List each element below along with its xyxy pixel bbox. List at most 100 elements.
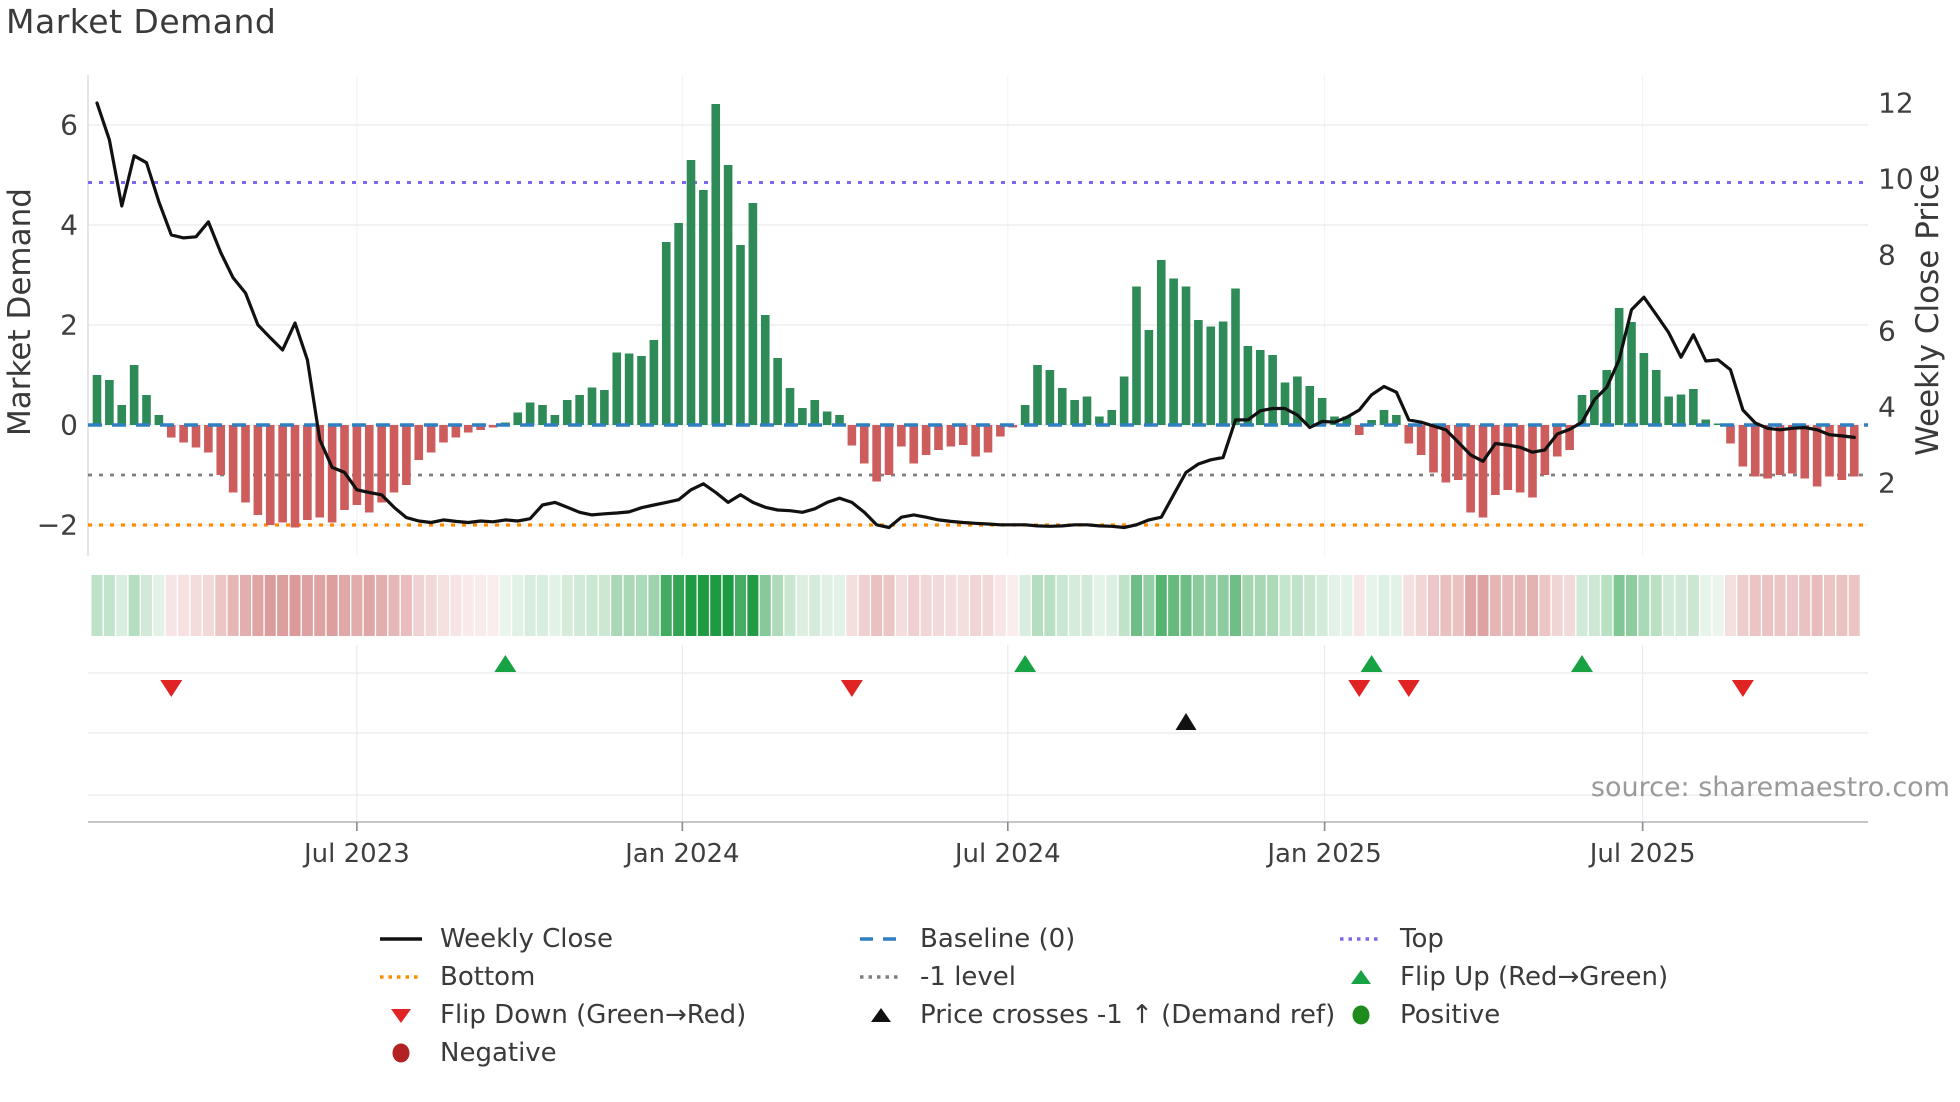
legend-column-2: Baseline (0) -1 level Price crosses -1 ↑…	[858, 920, 1335, 1034]
demand-bar	[575, 395, 584, 425]
heatmap-cell	[796, 575, 808, 636]
legend-item-price-crosses: Price crosses -1 ↑ (Demand ref)	[858, 996, 1335, 1034]
heatmap-strip	[91, 575, 1860, 636]
demand-bar	[191, 425, 201, 448]
demand-bar	[550, 415, 560, 425]
demand-bar	[1416, 425, 1426, 455]
demand-bar	[154, 415, 164, 425]
heatmap-cell	[821, 575, 833, 636]
heatmap-cell	[475, 575, 487, 636]
demand-bar	[736, 245, 745, 425]
demand-bar	[723, 165, 733, 425]
demand-bar	[1775, 425, 1785, 475]
heatmap-cell	[1786, 575, 1798, 636]
demand-bar	[278, 425, 287, 523]
heatmap-cell	[1477, 575, 1489, 636]
heatmap-cell	[1081, 575, 1093, 636]
legend-label: Baseline (0)	[920, 924, 1076, 954]
heatmap-cell	[103, 575, 115, 636]
heatmap-cell	[190, 575, 202, 636]
demand-bar	[1255, 350, 1265, 425]
demand-bar	[1849, 425, 1859, 477]
heatmap-cell	[1440, 575, 1452, 636]
demand-bar	[1614, 308, 1624, 425]
heatmap-cell	[623, 575, 635, 636]
demand-bar	[1676, 394, 1686, 425]
demand-bar	[983, 425, 993, 453]
demand-bar	[1639, 353, 1649, 425]
heatmap-cell	[1700, 575, 1712, 636]
heatmap-cell	[1626, 575, 1637, 636]
left-axis-label: Market Demand	[2, 188, 38, 436]
heatmap-cell	[846, 575, 858, 636]
heatmap-cell	[1576, 575, 1588, 636]
marker-panel: source: sharemaestro.com	[88, 645, 1950, 822]
demand-bar	[253, 425, 263, 515]
price-tick-label: 10	[1878, 163, 1914, 196]
demand-bar	[958, 425, 968, 445]
legend-item-minus1-level: -1 level	[858, 958, 1335, 996]
left-axis-ticks: 6 4 2 0 −2	[37, 109, 78, 542]
demand-bar	[624, 353, 634, 425]
heatmap-cell	[1217, 575, 1229, 636]
heatmap-cell	[326, 575, 338, 636]
demand-bar	[835, 415, 844, 425]
demand-bar	[1701, 419, 1711, 425]
demand-bar	[1689, 389, 1698, 425]
demand-tick-label: −2	[37, 509, 78, 542]
heatmap-cell	[586, 575, 598, 636]
demand-bar	[661, 242, 671, 425]
heatmap-cell	[1366, 575, 1378, 636]
heatmap-cell	[301, 575, 313, 636]
demand-bar	[228, 425, 238, 493]
heatmap-cell	[1601, 575, 1613, 636]
legend-label: Negative	[440, 1038, 557, 1068]
heatmap-cell	[809, 575, 821, 636]
heatmap-cell	[1452, 575, 1464, 636]
heatmap-cell	[1304, 575, 1316, 636]
heatmap-cell	[858, 575, 870, 636]
heatmap-cell	[1291, 575, 1303, 636]
demand-bar	[946, 425, 956, 447]
flip-down-marker	[1731, 680, 1754, 697]
demand-bar	[1590, 390, 1599, 425]
demand-bar	[996, 425, 1005, 437]
heatmap-cell	[598, 575, 610, 636]
heatmap-cell	[1465, 575, 1477, 636]
legend-label: Flip Up (Red→Green)	[1400, 962, 1669, 992]
demand-bar	[897, 425, 906, 447]
heatmap-cell	[1811, 575, 1823, 636]
heatmap-cell	[1353, 575, 1365, 636]
legend-item-top: Top	[1338, 920, 1668, 958]
demand-bar	[699, 190, 708, 425]
heatmap-cell	[1143, 575, 1155, 636]
flip-down-marker	[160, 680, 183, 697]
demand-bar	[1837, 425, 1847, 480]
demand-bar	[637, 356, 646, 425]
dark-red-circle-icon	[392, 1043, 410, 1063]
heatmap-cell	[1403, 575, 1415, 636]
demand-bar	[216, 425, 226, 475]
price-cross-marker	[1175, 713, 1197, 730]
demand-bar	[525, 402, 535, 425]
heatmap-cell	[883, 575, 895, 636]
demand-bar	[1218, 321, 1228, 425]
heatmap-cell	[1415, 575, 1427, 636]
legend-column-1: Weekly Close Bottom Flip Down (Green→Red…	[378, 920, 746, 1072]
demand-bar	[179, 425, 188, 443]
demand-bar	[402, 425, 411, 485]
heatmap-cell	[1093, 575, 1105, 636]
demand-bar	[760, 315, 770, 425]
demand-bar	[1367, 420, 1376, 425]
demand-bar	[1156, 260, 1166, 425]
legend-item-baseline: Baseline (0)	[858, 920, 1335, 958]
black-triangle-up-icon	[871, 1008, 891, 1022]
demand-bar	[1020, 405, 1030, 425]
orange-dotted-line-icon	[380, 975, 422, 979]
heatmap-cell	[1069, 575, 1081, 636]
legend-label: Top	[1400, 924, 1444, 954]
demand-bar	[1342, 416, 1352, 425]
heatmap-cell	[1762, 575, 1774, 636]
flip-down-marker	[840, 680, 863, 697]
heatmap-cell	[227, 575, 239, 636]
